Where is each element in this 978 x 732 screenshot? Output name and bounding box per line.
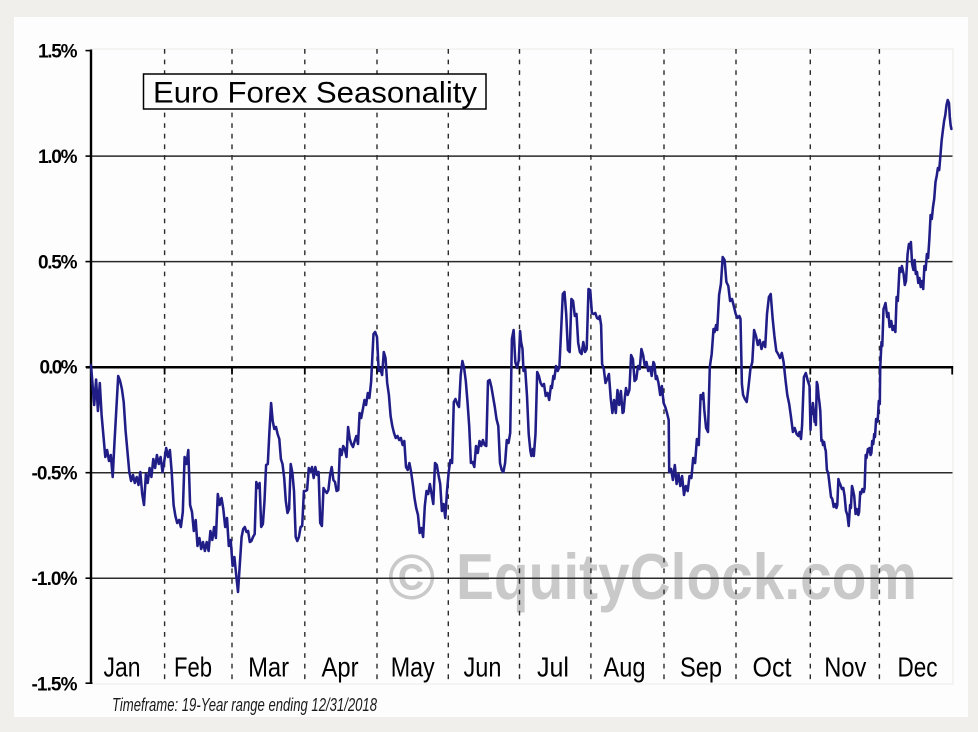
svg-text:0.0%: 0.0% [40, 358, 78, 379]
svg-text:Euro Forex Seasonality: Euro Forex Seasonality [153, 77, 477, 110]
svg-text:-1.0%: -1.0% [32, 569, 78, 590]
svg-text:-1.5%: -1.5% [32, 674, 78, 695]
svg-text:Jul: Jul [537, 652, 569, 683]
svg-text:Mar: Mar [248, 652, 289, 683]
svg-text:1.0%: 1.0% [38, 147, 78, 168]
svg-text:EquityClock.com: EquityClock.com [456, 540, 917, 613]
svg-text:Timeframe: 19-Year range endin: Timeframe: 19-Year range ending 12/31/20… [112, 695, 377, 715]
svg-text:May: May [391, 652, 435, 683]
svg-text:1.5%: 1.5% [38, 41, 78, 62]
svg-text:Dec: Dec [898, 652, 938, 683]
svg-text:Oct: Oct [753, 652, 792, 683]
svg-text:Feb: Feb [174, 652, 212, 683]
svg-text:Apr: Apr [322, 652, 359, 683]
svg-text:0.5%: 0.5% [38, 252, 78, 273]
svg-text:Jan: Jan [104, 652, 141, 683]
svg-text:-0.5%: -0.5% [32, 463, 78, 484]
svg-text:Nov: Nov [824, 652, 866, 683]
svg-text:Jun: Jun [464, 652, 502, 683]
svg-text:Sep: Sep [680, 652, 722, 683]
svg-text:©: © [388, 541, 435, 613]
svg-text:Aug: Aug [604, 652, 646, 683]
